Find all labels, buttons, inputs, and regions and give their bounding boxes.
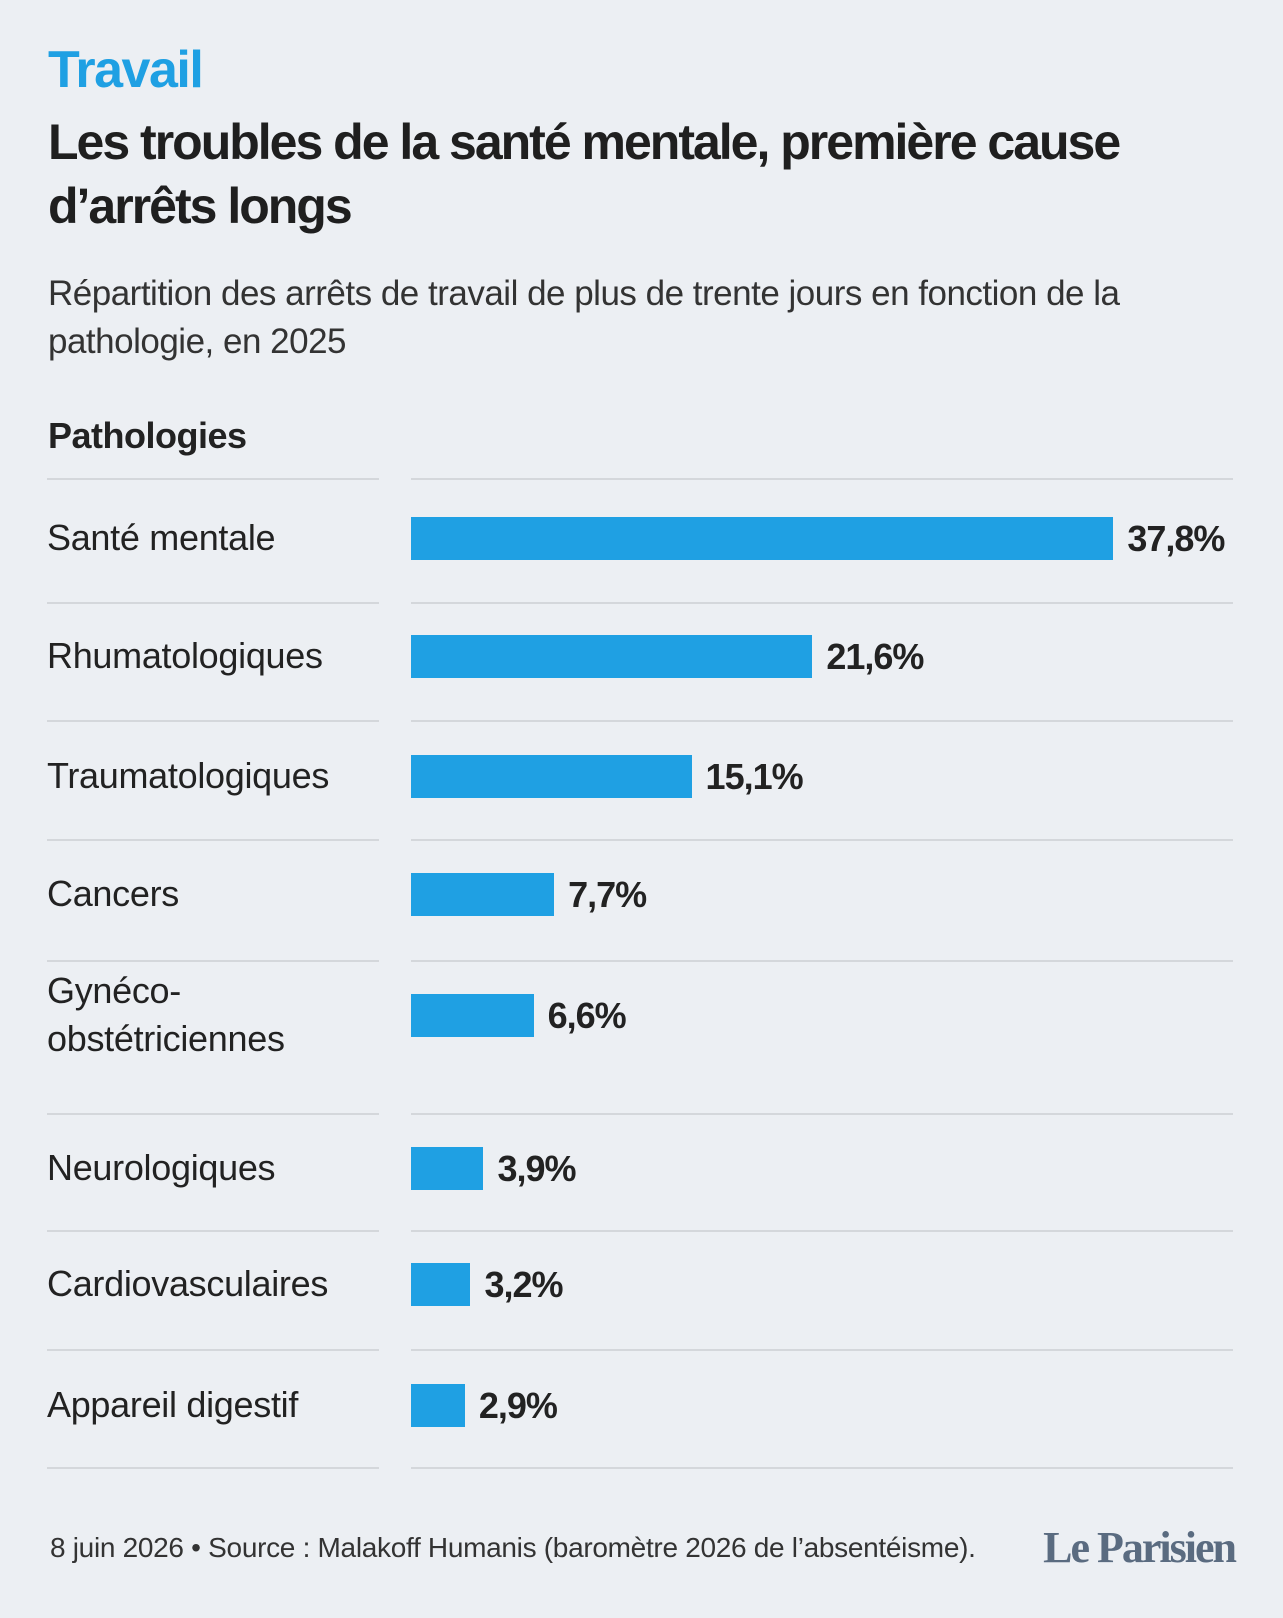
kicker: Travail [48,41,204,99]
category-header: Pathologies [48,415,247,456]
footer: 8 juin 2026 • Source : Malakoff Humanis … [50,1532,976,1563]
separator [411,1230,1233,1232]
separator [411,720,1233,722]
category-label: Traumatologiques [47,755,330,796]
separator [411,1467,1233,1469]
bar [411,754,692,798]
separator [411,602,1233,604]
subtitle: Répartition des arrêts de travail de plu… [48,274,1120,361]
value-label: 2,9% [478,1384,558,1426]
separator [47,478,379,480]
separator [47,1349,379,1351]
bar [411,1262,471,1306]
category-label: Santé mentale [47,517,276,558]
value-label: 7,7% [568,873,647,915]
value-label: 3,2% [484,1263,563,1305]
value-label: 37,8% [1127,517,1225,559]
logo: Le Parisien [1043,1523,1237,1572]
separator [411,478,1233,480]
separator [47,1230,379,1232]
separator [47,1113,379,1115]
bar [411,634,813,678]
value-label: 15,1% [705,755,804,797]
value-label: 21,6% [826,635,924,677]
separator [411,1349,1233,1351]
chart-title: Les troubles de la santé mentale, premiè… [48,114,1121,234]
category-label: Appareil digestif [47,1384,299,1425]
separator [411,960,1233,962]
bar [411,516,1114,560]
separator [47,602,379,604]
category-label: Cancers [47,873,179,914]
separator [411,839,1233,841]
value-label: 3,9% [497,1147,576,1189]
category-label: Rhumatologiques [47,635,323,676]
separator [47,720,379,722]
bar [411,872,555,916]
value-label: 6,6% [547,994,627,1036]
separator [411,1113,1233,1115]
separator [47,1467,379,1469]
bar [411,1146,484,1190]
separator [47,960,379,962]
category-label: Neurologiques [47,1147,276,1188]
category-label: Cardiovasculaires [47,1263,329,1304]
bar [411,993,534,1037]
bar [411,1383,465,1427]
category-label: Gynéco-obstétriciennes [47,970,285,1059]
separator [47,839,379,841]
